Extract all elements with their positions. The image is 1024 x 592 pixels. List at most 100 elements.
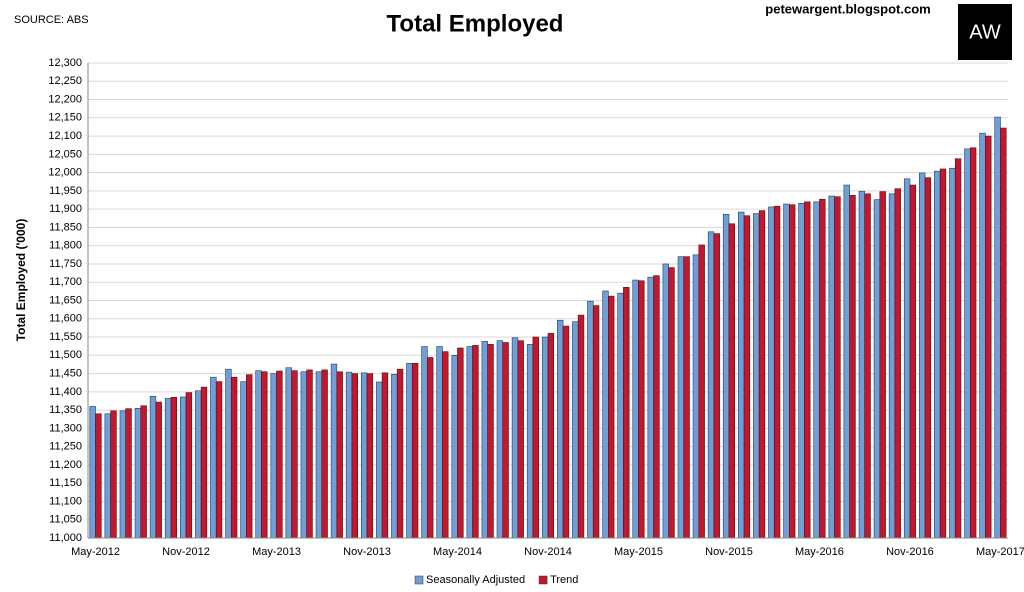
x-tick-label: Nov-2014 [524,546,572,558]
x-tick-label: May-2015 [614,546,663,558]
bar [315,371,323,539]
bar [442,351,449,539]
bar [366,373,374,539]
y-tick-label: 12,300 [48,57,82,69]
y-tick-label: 11,550 [49,331,82,343]
y-tick-label: 12,250 [48,75,82,87]
bar [406,363,413,539]
y-axis-label: Total Employed ('000) [14,219,28,342]
bar [557,319,564,539]
bar [587,300,594,539]
x-tick-label: Nov-2015 [705,546,753,558]
y-tick-label: 11,700 [49,276,82,288]
bar [195,390,202,539]
bar [517,340,524,539]
legend-swatch [538,575,548,585]
bar [608,295,615,539]
bar [834,196,841,539]
y-tick-label: 11,450 [49,367,82,379]
bar [451,355,458,539]
y-tick-label: 11,200 [49,459,82,471]
bar [360,372,368,539]
bar [864,193,871,539]
bar [376,381,383,539]
y-tick-label: 12,100 [48,130,82,142]
y-tick-label: 11,400 [49,386,82,398]
bar [722,213,730,539]
bar [768,206,775,539]
bar [89,406,96,539]
bar [255,370,262,539]
bar [979,132,986,539]
bar [964,148,971,539]
bar [140,405,147,539]
bar [125,408,132,539]
bar [677,256,685,539]
bar [903,178,911,539]
bar [798,203,805,539]
bar [155,401,162,539]
bar [381,372,389,539]
y-tick-label: 11,750 [49,258,82,270]
bar [170,397,177,539]
bar [134,407,142,539]
bar [276,370,283,539]
bar [240,381,247,539]
bar [180,396,187,539]
legend-label: Trend [550,574,578,586]
bar [592,305,600,539]
chart-title: Total Employed [387,10,564,37]
y-tick-label: 12,200 [48,93,82,105]
bar [819,198,826,539]
x-tick-label: May-2016 [795,546,844,558]
bar [849,194,856,539]
bar [879,191,886,539]
bar [110,410,117,539]
source: SOURCE: ABS [14,14,89,26]
bar [738,211,745,539]
bar [572,321,579,539]
x-tick-label: Nov-2013 [343,546,391,558]
bar [743,215,751,539]
bar [969,147,977,539]
bar [210,376,217,539]
bar [300,371,307,539]
bar [246,374,253,539]
y-tick-label: 11,850 [49,221,82,233]
bar [888,193,896,539]
bar [185,392,193,539]
bar [457,347,464,539]
y-tick-label: 11,100 [49,495,82,507]
x-tick-label: May-2017 [976,546,1024,558]
bar [698,244,705,539]
bar [653,275,660,539]
bar [487,344,494,539]
bar [939,168,947,539]
x-tick-label: May-2012 [71,546,120,558]
bar [858,190,866,539]
bar [526,344,534,539]
bar [321,369,328,539]
bar [783,203,790,539]
bar [954,158,962,539]
y-tick-label: 11,000 [49,532,82,544]
bar [873,199,881,539]
x-tick-label: May-2013 [252,546,301,558]
bar [270,373,277,539]
y-tick-label: 11,050 [49,514,82,526]
bar [632,279,639,539]
y-tick-label: 11,600 [49,313,82,325]
bar [813,201,820,539]
bar [215,381,223,539]
y-tick-label: 11,250 [49,441,82,453]
bar [1000,127,1007,539]
y-tick-label: 11,150 [49,477,82,489]
bar [472,345,479,539]
bar [683,256,690,539]
bar [411,363,419,539]
bar [104,413,111,539]
bar [427,357,434,539]
bar [119,410,127,539]
bar [728,223,736,539]
bar [336,371,343,539]
